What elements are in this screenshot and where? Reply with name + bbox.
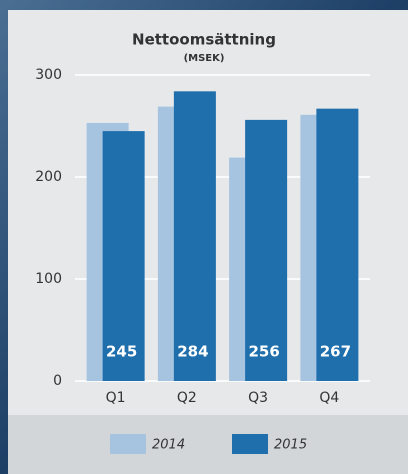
y-tick-label: 0 — [53, 373, 62, 389]
legend-panel — [8, 415, 408, 474]
y-tick-label: 100 — [35, 271, 62, 287]
value-label: 267 — [320, 343, 351, 361]
legend-label: 2015 — [274, 438, 307, 453]
value-label: 245 — [106, 343, 137, 361]
chart-title: Nettoomsättning — [132, 31, 276, 49]
x-tick-label: Q1 — [106, 390, 126, 406]
x-tick-label: Q3 — [248, 390, 268, 406]
bar — [245, 119, 288, 381]
legend-label: 2014 — [152, 438, 185, 453]
x-tick-label: Q2 — [177, 390, 197, 406]
bar — [102, 131, 145, 381]
legend-swatch — [232, 434, 268, 454]
y-tick-label: 300 — [35, 67, 62, 83]
value-label: 284 — [177, 343, 208, 361]
y-tick-label: 200 — [35, 169, 62, 185]
x-tick-label: Q4 — [319, 390, 339, 406]
legend-swatch — [110, 434, 146, 454]
bar — [173, 91, 216, 381]
value-label: 256 — [248, 343, 279, 361]
chart-subtitle: (MSEK) — [184, 53, 225, 64]
bar — [316, 108, 359, 381]
